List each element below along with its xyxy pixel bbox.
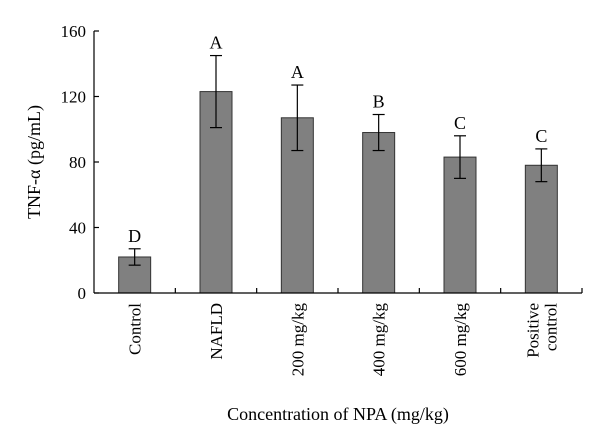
significance-label: B [373,92,385,112]
x-tick-label: 200 mg/kg [288,303,307,377]
y-tick-label: 120 [61,88,87,107]
significance-label: D [128,226,141,246]
x-tick-label: NAFLD [207,303,226,360]
category-labels: Control NAFLD 200 mg/kg 400 mg/kg 600 mg/kg P… [126,303,561,377]
y-tick-label: 160 [61,22,87,41]
bar [524,164,558,294]
y-tick-label: 40 [69,219,86,238]
x-axis [94,288,583,294]
x-axis-title: Concentration of NPA (mg/kg) [227,404,449,425]
bars [118,91,558,294]
x-tick-label: 400 mg/kg [370,303,389,377]
y-tick-label: 80 [69,153,86,172]
x-tick-label: control [541,303,560,351]
x-tick-label: 600 mg/kg [451,303,470,377]
significance-label: A [291,62,304,82]
y-tick-label: 0 [78,284,87,303]
error-bars [128,54,548,266]
significance-label: C [535,126,547,146]
significance-labels: D A A B C C [128,33,547,246]
x-tick-label: Positive [523,303,542,358]
y-axis-title: TNF-α (pg/mL) [24,105,45,219]
y-axis: 0 40 80 120 160 [61,22,99,303]
x-tick-label: Control [126,303,145,355]
bar [362,132,396,294]
significance-label: A [210,33,223,53]
significance-label: C [454,113,466,133]
